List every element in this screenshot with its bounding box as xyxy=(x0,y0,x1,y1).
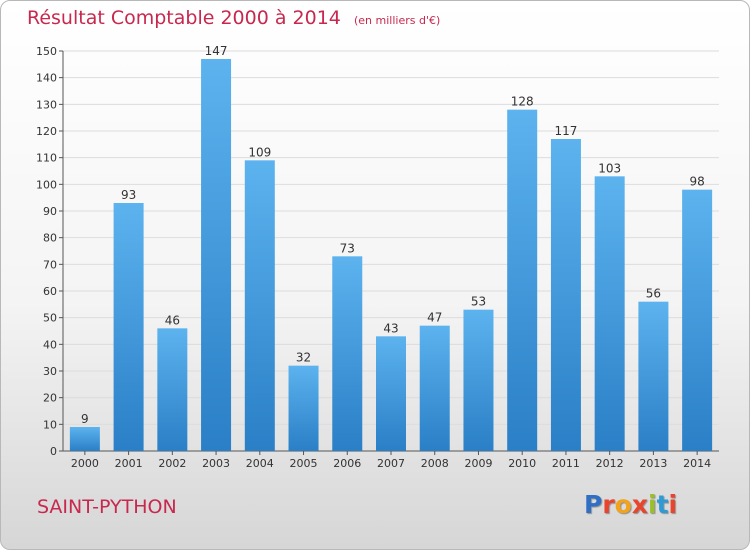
logo-letter: x xyxy=(631,490,648,519)
x-tick-label: 2009 xyxy=(464,457,492,470)
bar-2010 xyxy=(507,109,538,452)
y-tick-label: 80 xyxy=(43,232,57,245)
x-tick-label: 2004 xyxy=(246,457,274,470)
data-label: 46 xyxy=(165,313,180,327)
x-tick-label: 2010 xyxy=(508,457,536,470)
y-tick-label: 110 xyxy=(36,152,57,165)
x-tick-label: 2006 xyxy=(333,457,361,470)
data-label: 147 xyxy=(205,44,228,58)
y-tick-label: 30 xyxy=(43,365,57,378)
bar-2000 xyxy=(69,427,100,451)
labels: 0 10 20 30 40 50 60 70 80 90 100 110 120 130 140 150 9 20… xyxy=(36,44,711,470)
y-tick-label: 90 xyxy=(43,205,57,218)
chart-subtitle: (en milliers d'€) xyxy=(353,14,441,27)
bar-2014 xyxy=(682,189,713,451)
x-tick-label: 2000 xyxy=(71,457,99,470)
x-tick-label: 2007 xyxy=(377,457,405,470)
y-tick-label: 140 xyxy=(36,72,57,85)
data-label: 103 xyxy=(598,161,621,175)
x-tick-label: 2002 xyxy=(158,457,186,470)
y-tick-label: 130 xyxy=(36,98,57,111)
y-tick-label: 50 xyxy=(43,312,57,325)
logo-letter: o xyxy=(614,490,632,519)
x-tick-label: 2013 xyxy=(639,457,667,470)
data-label: 73 xyxy=(340,241,355,255)
chart-title: Résultat Comptable 2000 à 2014 xyxy=(27,7,341,29)
x-tick-label: 2001 xyxy=(115,457,143,470)
bar-2005 xyxy=(288,365,319,451)
bar-2003 xyxy=(201,59,232,451)
commune-name: SAINT-PYTHON xyxy=(37,496,177,518)
data-label: 43 xyxy=(383,321,398,335)
bar-2013 xyxy=(638,301,669,451)
bar-2001 xyxy=(113,203,144,451)
y-tick-label: 120 xyxy=(36,125,57,138)
logo-letter: i xyxy=(668,490,678,519)
bar-2008 xyxy=(419,325,450,451)
data-label: 98 xyxy=(689,175,704,189)
bar-2004 xyxy=(244,160,275,452)
data-label: 109 xyxy=(248,145,271,159)
y-tick-label: 150 xyxy=(36,45,57,58)
y-tick-label: 100 xyxy=(36,178,57,191)
x-tick-label: 2008 xyxy=(421,457,449,470)
x-tick-label: 2012 xyxy=(596,457,624,470)
bar-2007 xyxy=(376,336,406,451)
x-tick-label: 2005 xyxy=(290,457,318,470)
y-tick-label: 40 xyxy=(43,338,57,351)
logo-letter: P xyxy=(584,490,603,519)
bar-2009 xyxy=(463,309,494,451)
x-tick-label: 2003 xyxy=(202,457,230,470)
y-tick-label: 20 xyxy=(43,392,57,405)
data-label: 32 xyxy=(296,351,311,365)
title-row: Résultat Comptable 2000 à 2014 (en milli… xyxy=(27,7,440,29)
y-tick-label: 60 xyxy=(43,285,57,298)
x-tick-label: 2014 xyxy=(683,457,711,470)
data-label: 56 xyxy=(646,287,661,301)
data-label: 53 xyxy=(471,295,486,309)
bar-2012 xyxy=(594,176,625,452)
data-label: 47 xyxy=(427,311,442,325)
data-label: 9 xyxy=(81,412,89,426)
bars xyxy=(69,59,713,452)
logo-letter: r xyxy=(602,490,615,519)
bar-2006 xyxy=(332,256,363,451)
data-label: 128 xyxy=(511,95,534,109)
bar-2002 xyxy=(157,328,188,451)
bar-2011 xyxy=(550,139,581,451)
data-label: 117 xyxy=(554,124,577,138)
y-tick-label: 10 xyxy=(43,418,57,431)
x-tick-label: 2011 xyxy=(552,457,580,470)
data-label: 93 xyxy=(121,188,136,202)
proxiti-logo[interactable]: Proxiti xyxy=(584,490,677,519)
y-tick-label: 70 xyxy=(43,258,57,271)
logo-letter: t xyxy=(656,490,669,519)
y-tick-label: 0 xyxy=(50,445,57,458)
logo-letter: i xyxy=(648,490,657,519)
